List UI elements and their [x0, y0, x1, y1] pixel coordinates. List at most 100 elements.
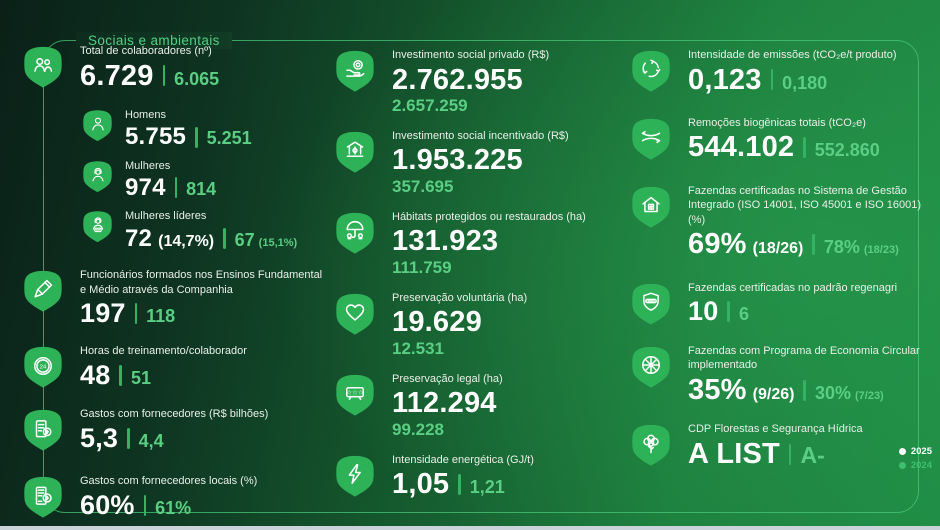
heart-icon	[332, 291, 378, 337]
man-icon	[80, 108, 115, 143]
value-previous: 30%	[814, 382, 851, 403]
value-current: 10	[688, 296, 719, 327]
metric-label: Preservação legal (ha)	[392, 372, 503, 385]
legend-label-2024: 2024	[910, 460, 932, 472]
value-current: 60%	[80, 489, 135, 520]
metric-total-colaboradores: Total de colaboradores (nº) 6.729 6.065	[20, 44, 325, 91]
metric-label: Gastos com fornecedores locais (%)	[80, 475, 258, 488]
value-previous: 552.860	[814, 140, 880, 161]
metric-fazendas-regenagri: Fazendas certificadas no padrão regenagr…	[628, 281, 928, 327]
metric-mulheres: Mulheres 974 814	[80, 159, 325, 200]
value-previous: 12.531	[392, 338, 444, 358]
metric-preservacao-legal: ☆☆☆ Preservação legal (ha) 112.294 99.22…	[332, 372, 624, 440]
value-previous: 6.065	[174, 68, 220, 89]
value-previous: 61%	[155, 497, 192, 518]
tree-icon	[628, 422, 674, 468]
metric-intensidade-energetica: Intensidade energética (GJ/t) 1,05 1,21	[332, 453, 624, 500]
metric-label: Homens	[125, 108, 166, 121]
year-legend: 2025 2024	[898, 446, 932, 472]
invoice-coin-local-icon	[20, 474, 66, 520]
metric-label: Funcionários formados nos Ensinos Fundam…	[80, 269, 323, 296]
value-previous: 4,4	[138, 430, 164, 451]
pencil-hand-icon	[20, 268, 66, 314]
value-divider	[812, 234, 815, 256]
metric-remocoes-biogenicas: Remoções biogênicas totais (tCO₂e) 544.1…	[628, 116, 928, 163]
value-current: A LIST	[688, 437, 780, 470]
woman-leader-icon	[80, 209, 115, 244]
value-current: 197	[80, 298, 126, 329]
svg-text:24: 24	[40, 364, 47, 370]
metric-cdp: CDP Florestas e Segurança Hídrica A LIST…	[628, 422, 932, 471]
value-divider	[770, 69, 774, 91]
metric-gastos-fornecedores: Gastos com fornecedores (R$ bilhões) 5,3…	[20, 407, 325, 453]
value-current: 5.755	[125, 123, 187, 151]
value-divider	[803, 379, 806, 401]
metric-label: Remoções biogênicas totais (tCO₂e)	[688, 116, 866, 129]
metric-label: Gastos com fornecedores (R$ bilhões)	[80, 408, 269, 421]
metric-label: Fazendas com Programa de Economia Circul…	[688, 344, 920, 372]
metric-label: Intensidade energética (GJ/t)	[392, 453, 534, 466]
value-previous: 2.657.259	[392, 95, 468, 115]
metric-label: Fazendas certificadas no Sistema de Gest…	[688, 184, 921, 226]
circular-economy-icon	[628, 344, 674, 390]
value-current: 69%	[688, 228, 747, 261]
value-previous: 1,21	[469, 477, 505, 498]
metric-gastos-fornecedores-locais: Gastos com fornecedores locais (%) 60% 6…	[20, 474, 325, 520]
value-current: 131.923	[392, 225, 499, 258]
value-divider	[119, 364, 122, 386]
metric-label: Hábitats protegidos ou restaurados (ha)	[392, 210, 586, 223]
value-divider	[127, 427, 130, 449]
value-previous: 111.759	[392, 257, 452, 277]
legend-2024: 2024	[898, 460, 932, 472]
value-current: 19.629	[392, 306, 482, 339]
value-current: 48	[80, 359, 111, 390]
value-current: 1,05	[392, 468, 450, 501]
value-current: 2.762.955	[392, 63, 523, 96]
value-divider	[727, 301, 730, 323]
metric-label: CDP Florestas e Segurança Hídrica	[688, 423, 863, 436]
column-investimento-ambiental: Investimento social privado (R$) 2.762.9…	[332, 48, 624, 500]
value-previous: 67	[234, 229, 255, 250]
metric-intensidade-emissoes: Intensidade de emissões (tCO₂e/t produto…	[628, 48, 928, 95]
value-previous: 814	[186, 179, 217, 200]
metric-preservacao-voluntaria: Preservação voluntária (ha) 19.629 12.53…	[332, 291, 624, 359]
metric-funcionarios-formados: Funcionários formados nos Ensinos Fundam…	[20, 268, 325, 327]
value-previous: 99.228	[392, 419, 444, 439]
value-previous: A-	[800, 441, 825, 468]
legend-2025: 2025	[898, 446, 932, 457]
metric-label: Horas de treinamento/colaborador	[80, 345, 247, 358]
metric-label: Investimento social privado (R$)	[392, 49, 550, 61]
value-divider	[803, 137, 806, 159]
converging-arrows-icon	[628, 116, 674, 162]
value-current: 35%	[688, 373, 747, 406]
certified-farm-icon	[628, 184, 674, 230]
plaque-stars-icon: ☆☆☆	[332, 372, 378, 418]
column-clima-certificacoes: Intensidade de emissões (tCO₂e/t produto…	[628, 48, 932, 471]
legend-dot-2024	[898, 462, 906, 470]
metric-habitats-protegidos: Hábitats protegidos ou restaurados (ha) …	[332, 210, 624, 278]
recycle-arrows-icon	[628, 48, 674, 94]
value-current: 72	[125, 224, 153, 252]
value-current: 112.294	[392, 387, 497, 420]
metric-economia-circular: Fazendas com Programa de Economia Circul…	[628, 344, 928, 405]
people-icon	[20, 44, 66, 90]
value-previous: 5.251	[206, 128, 252, 149]
metric-label: Mulheres líderes	[125, 210, 207, 223]
value-current: 1.953.225	[392, 144, 523, 177]
metric-investimento-incentivado: Investimento social incentivado (R$) 1.9…	[332, 129, 624, 197]
value-previous: 51	[130, 367, 151, 388]
value-divider	[458, 474, 461, 495]
value-previous: 118	[146, 306, 176, 327]
value-previous-note: (18/23)	[863, 244, 899, 257]
legend-dot-2025	[898, 448, 906, 456]
value-current: 544.102	[688, 131, 795, 164]
metric-fazendas-iso: Fazendas certificadas no Sistema de Gest…	[628, 184, 928, 260]
value-current: 6.729	[80, 59, 154, 92]
svg-text:☆☆☆: ☆☆☆	[346, 388, 364, 396]
clock-24-icon: 24	[20, 344, 66, 390]
metric-label: Investimento social incentivado (R$)	[392, 129, 569, 142]
metric-homens: Homens 5.755 5.251	[80, 108, 325, 150]
habitat-umbrella-icon	[332, 210, 378, 256]
value-divider	[174, 177, 178, 199]
value-previous-note: (7/23)	[854, 389, 884, 402]
